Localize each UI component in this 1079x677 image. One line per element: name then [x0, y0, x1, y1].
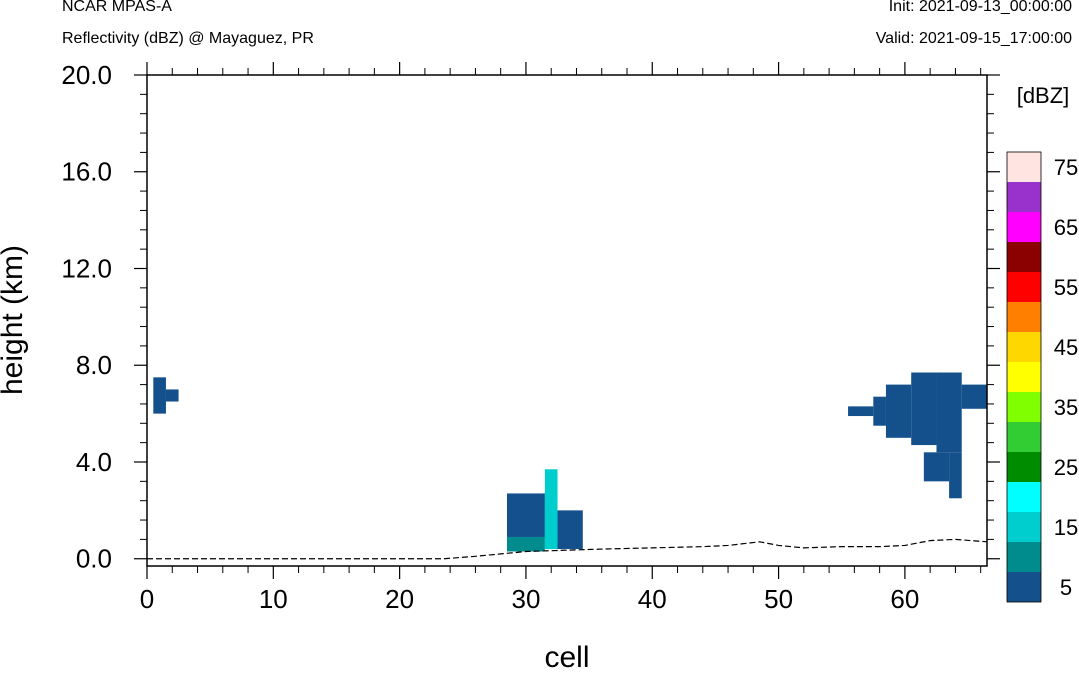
reflectivity-cell-12: [923, 452, 950, 482]
x-tick-label: 0: [140, 584, 154, 614]
colorbar-swatch-5: [1007, 572, 1041, 602]
reflectivity-cell-8: [885, 384, 912, 438]
reflectivity-cell-6: [848, 406, 874, 417]
reflectivity-cell-7: [873, 396, 886, 426]
y-tick-label: 8.0: [76, 350, 112, 380]
y-tick-label: 20.0: [61, 60, 112, 90]
reflectivity-cell-13: [949, 452, 962, 499]
colorbar-swatch-65: [1007, 212, 1041, 242]
colorbar-swatch-45: [1007, 332, 1041, 362]
colorbar-swatch-60: [1007, 242, 1041, 272]
terrain-line: [147, 538, 988, 560]
chart-subtitle: Reflectivity (dBZ) @ Mayaguez, PR: [62, 30, 314, 47]
colorbar-swatch-55: [1007, 272, 1041, 302]
colorbar-swatch-30: [1007, 422, 1041, 452]
colorbar-units: [dBZ]: [1017, 83, 1070, 108]
colorbar-swatch-70: [1007, 182, 1041, 212]
x-tick-label: 20: [385, 584, 414, 614]
x-tick-label: 60: [890, 584, 919, 614]
reflectivity-cell-0: [153, 377, 166, 414]
reflectivity-cell-11: [961, 384, 987, 409]
colorbar-swatch-35: [1007, 392, 1041, 422]
colorbar-label: 35: [1054, 395, 1078, 420]
y-tick-label: 0.0: [76, 544, 112, 574]
colorbar-swatch-20: [1007, 482, 1041, 512]
colorbar-swatch-10: [1007, 542, 1041, 572]
colorbar-frame: [1006, 151, 1042, 603]
reflectivity-cell-2: [507, 493, 545, 537]
valid-time-label: Valid: 2021-09-15_17:00:00: [875, 30, 1072, 47]
x-axis-title: cell: [544, 641, 589, 674]
colorbar-swatch-75: [1007, 152, 1041, 182]
plot-frame: [146, 74, 988, 567]
colorbar-swatch-15: [1007, 512, 1041, 542]
colorbar-label: 15: [1054, 515, 1078, 540]
y-tick-label: 12.0: [61, 253, 112, 283]
colorbar-label: 75: [1054, 155, 1078, 180]
x-tick-label: 40: [638, 584, 667, 614]
chart-title: NCAR MPAS-A: [62, 0, 172, 15]
reflectivity-cell-3: [507, 536, 545, 552]
y-axis-title: height (km): [0, 245, 29, 395]
colorbar-label: 45: [1054, 335, 1078, 360]
colorbar-label: 25: [1054, 455, 1078, 480]
colorbar-swatch-50: [1007, 302, 1041, 332]
colorbar-label: 65: [1054, 215, 1078, 240]
init-time-label: Init: 2021-09-13_00:00:00: [888, 0, 1072, 15]
reflectivity-cell-4: [544, 469, 558, 550]
colorbar-label: 5: [1060, 575, 1072, 600]
colorbar-swatch-25: [1007, 452, 1041, 482]
colorbar-swatch-40: [1007, 362, 1041, 392]
reflectivity-cell-5: [557, 510, 583, 550]
x-tick-label: 10: [259, 584, 288, 614]
y-tick-label: 4.0: [76, 447, 112, 477]
y-tick-label: 16.0: [61, 157, 112, 187]
colorbar-label: 55: [1054, 275, 1078, 300]
x-tick-label: 30: [511, 584, 540, 614]
reflectivity-cell-1: [165, 389, 179, 402]
reflectivity-cell-10: [936, 372, 962, 453]
reflectivity-cell-9: [911, 372, 937, 446]
x-tick-label: 50: [764, 584, 793, 614]
